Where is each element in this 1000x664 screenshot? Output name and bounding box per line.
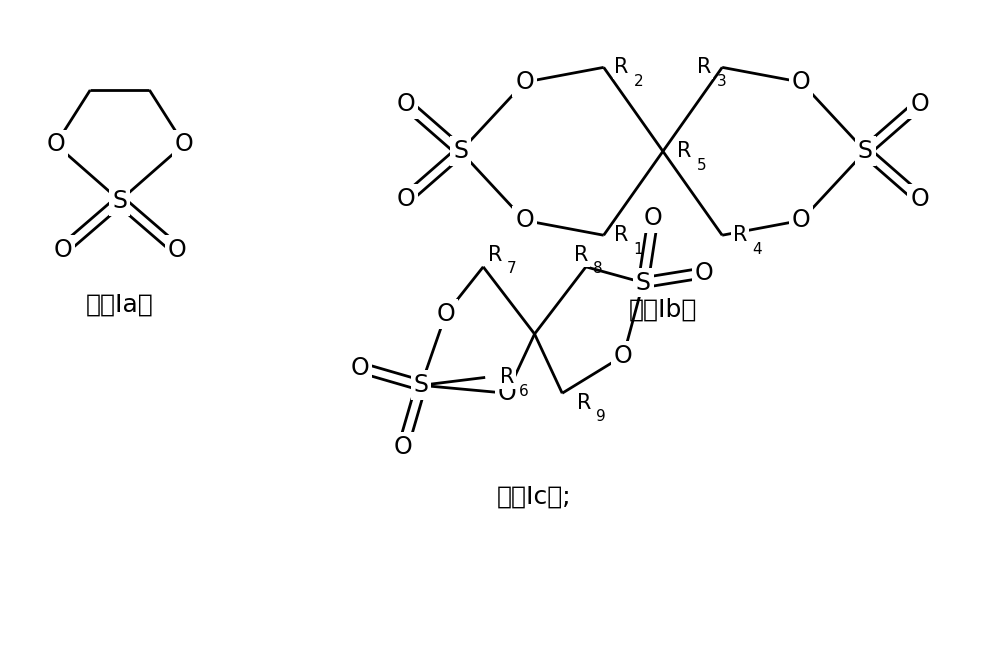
Text: R: R [733, 225, 747, 245]
Text: R: R [574, 245, 588, 265]
Text: S: S [414, 373, 429, 397]
Text: O: O [910, 92, 929, 116]
Text: 式（Ic）;: 式（Ic）; [497, 485, 572, 509]
Text: 7: 7 [507, 262, 517, 276]
Text: S: S [858, 139, 873, 163]
Text: S: S [636, 271, 651, 295]
Text: 6: 6 [519, 384, 529, 399]
Text: O: O [792, 70, 811, 94]
Text: R: R [614, 225, 629, 245]
Text: O: O [515, 70, 534, 94]
Text: 1: 1 [633, 242, 643, 256]
Text: O: O [792, 208, 811, 232]
Text: S: S [453, 139, 468, 163]
Text: R: R [577, 393, 591, 413]
Text: R: R [614, 57, 629, 78]
Text: O: O [695, 261, 714, 285]
Text: O: O [614, 344, 633, 368]
Text: O: O [394, 434, 413, 459]
Text: O: O [397, 92, 416, 116]
Text: 8: 8 [593, 262, 603, 276]
Text: 式（Ia）: 式（Ia） [86, 292, 154, 316]
Text: O: O [436, 302, 455, 326]
Text: O: O [53, 238, 72, 262]
Text: O: O [175, 132, 193, 157]
Text: 式（Ib）: 式（Ib） [629, 297, 697, 321]
Text: O: O [644, 207, 662, 230]
Text: R: R [488, 245, 502, 265]
Text: 3: 3 [716, 74, 726, 89]
Text: S: S [112, 189, 127, 212]
Text: R: R [697, 57, 712, 78]
Text: 2: 2 [633, 74, 643, 89]
Text: O: O [498, 381, 516, 405]
Text: O: O [46, 132, 65, 157]
Text: O: O [910, 187, 929, 210]
Text: 4: 4 [752, 242, 762, 256]
Text: R: R [500, 367, 514, 387]
Text: O: O [397, 187, 416, 210]
Text: O: O [350, 355, 369, 380]
Text: R: R [677, 141, 692, 161]
Text: 5: 5 [697, 157, 706, 173]
Text: 9: 9 [596, 410, 606, 424]
Text: O: O [168, 238, 186, 262]
Text: O: O [515, 208, 534, 232]
